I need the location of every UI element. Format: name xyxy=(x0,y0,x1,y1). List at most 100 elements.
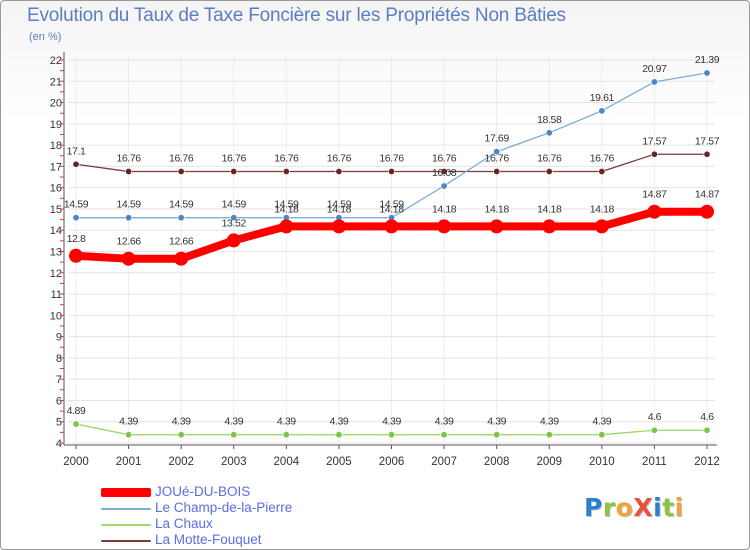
y-tick-label: 17 xyxy=(50,161,62,173)
data-label: 4.6 xyxy=(700,411,714,423)
legend-label: La Chaux xyxy=(155,516,213,531)
data-label: 4.39 xyxy=(435,416,454,428)
legend-swatch xyxy=(101,524,151,526)
data-label: 16.76 xyxy=(485,152,510,164)
legend: JOUé-DU-BOIS Le Champ-de-la-Pierre La Chau… xyxy=(101,485,401,549)
data-label: 16.76 xyxy=(537,152,562,164)
data-label: 14.59 xyxy=(169,199,194,211)
data-point xyxy=(493,148,501,156)
data-point xyxy=(387,431,395,439)
y-tick-label: 5 xyxy=(56,417,62,429)
data-label: 14.59 xyxy=(274,199,299,211)
data-label: 16.76 xyxy=(379,152,404,164)
y-tick-label: 10 xyxy=(50,310,62,322)
data-point xyxy=(384,219,399,234)
data-label: 14.59 xyxy=(222,199,247,211)
data-label: 17.1 xyxy=(67,145,86,157)
data-point xyxy=(125,167,133,175)
data-point xyxy=(703,426,711,434)
data-point xyxy=(230,431,238,439)
data-point xyxy=(437,219,452,234)
data-label: 4.39 xyxy=(329,416,348,428)
data-label: 4.6 xyxy=(648,411,662,423)
data-point xyxy=(69,248,83,263)
data-label: 16.76 xyxy=(432,152,457,164)
data-point xyxy=(703,69,711,77)
data-point xyxy=(493,167,501,175)
data-point xyxy=(230,214,238,222)
data-point xyxy=(598,107,606,115)
data-label: 17.69 xyxy=(485,133,510,145)
data-point xyxy=(647,204,662,219)
x-tick-label: 2007 xyxy=(431,456,457,468)
y-tick-label: 7 xyxy=(56,374,62,386)
legend-item: Le Champ-de-la-Pierre xyxy=(101,501,401,517)
y-tick-label: 11 xyxy=(51,289,62,301)
x-tick-label: 2009 xyxy=(536,456,562,468)
x-tick-label: 2005 xyxy=(326,456,352,468)
data-label: 14.18 xyxy=(432,203,457,215)
data-label: 4.39 xyxy=(382,416,401,428)
x-tick-label: 2002 xyxy=(168,456,194,468)
data-point xyxy=(177,214,185,222)
logo-letter: r xyxy=(602,493,616,522)
data-label: 14.18 xyxy=(590,203,615,215)
data-label: 14.18 xyxy=(274,203,299,215)
data-point xyxy=(72,160,80,168)
data-point xyxy=(125,431,133,439)
data-label: 16.76 xyxy=(590,152,615,164)
data-label: 14.59 xyxy=(64,199,89,211)
y-tick-label: 19 xyxy=(50,119,62,131)
y-tick-label: 14 xyxy=(50,225,62,237)
data-label: 14.87 xyxy=(642,189,667,201)
data-label: 16.76 xyxy=(169,152,194,164)
data-point xyxy=(174,251,189,266)
data-point xyxy=(650,78,658,86)
data-point xyxy=(598,167,606,175)
data-label: 14.87 xyxy=(695,189,720,201)
data-label: 4.39 xyxy=(119,416,138,428)
data-point xyxy=(282,431,290,439)
data-label: 16.76 xyxy=(222,152,247,164)
y-tick-label: 4 xyxy=(56,438,62,450)
data-point xyxy=(542,219,557,234)
data-label: 20.97 xyxy=(642,63,667,75)
legend-swatch xyxy=(101,488,151,497)
y-tick-label: 8 xyxy=(56,353,62,365)
data-label: 4.39 xyxy=(592,416,611,428)
x-tick-label: 2010 xyxy=(589,456,615,468)
data-label: 4.39 xyxy=(224,416,243,428)
data-point xyxy=(594,219,609,234)
data-label: 14.59 xyxy=(379,199,404,211)
legend-swatch xyxy=(101,540,151,542)
y-tick-label: 22 xyxy=(50,55,62,67)
logo-letter: t xyxy=(662,493,675,522)
chart-title: Evolution du Taux de Taxe Foncière sur l… xyxy=(27,5,566,26)
data-point xyxy=(440,182,448,190)
data-point xyxy=(279,219,294,234)
legend-item: La Chaux xyxy=(101,517,401,533)
data-label: 14.59 xyxy=(116,199,141,211)
x-tick-label: 2006 xyxy=(379,456,405,468)
data-label: 4.39 xyxy=(487,416,506,428)
data-point xyxy=(335,431,343,439)
legend-item: JOUé-DU-BOIS xyxy=(101,485,401,501)
data-point xyxy=(650,150,658,158)
data-label: 16.76 xyxy=(274,152,299,164)
logo-letter: i xyxy=(653,493,663,522)
data-point xyxy=(72,214,80,222)
data-label: 17.57 xyxy=(695,135,720,147)
data-label: 17.57 xyxy=(642,135,667,147)
data-label: 14.18 xyxy=(485,203,510,215)
y-tick-label: 12 xyxy=(50,268,62,280)
data-label: 14.18 xyxy=(379,203,404,215)
data-point xyxy=(125,214,133,222)
data-point xyxy=(335,167,343,175)
data-label: 4.39 xyxy=(540,416,559,428)
data-point xyxy=(545,129,553,137)
data-label: 18.58 xyxy=(537,114,562,126)
data-point xyxy=(121,251,136,266)
logo-letter: X xyxy=(633,493,654,522)
data-point xyxy=(72,420,80,428)
logo-letter: o xyxy=(615,493,634,522)
